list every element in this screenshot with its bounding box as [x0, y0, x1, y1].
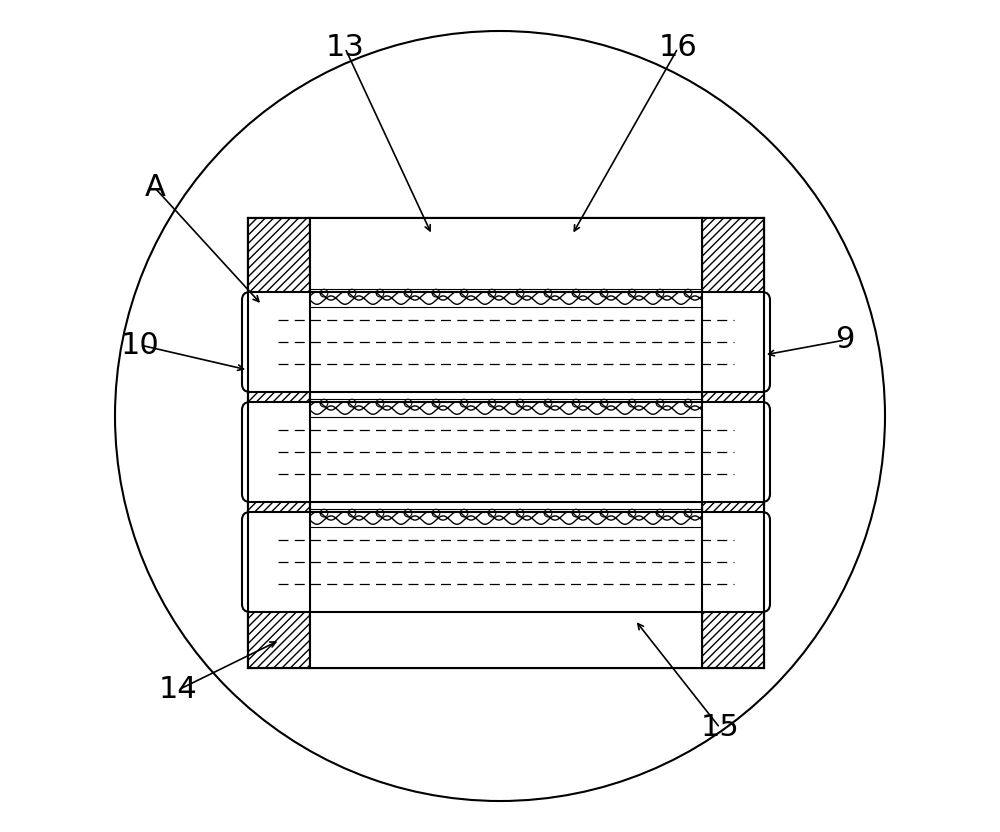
Text: 13: 13 [326, 33, 364, 62]
Text: 15: 15 [701, 714, 739, 742]
Bar [702, 218, 764, 668]
Bar [310, 218, 702, 298]
Text: 10: 10 [121, 330, 159, 359]
Bar [248, 218, 764, 668]
Bar [310, 218, 702, 668]
Bar [248, 218, 310, 668]
FancyBboxPatch shape [242, 292, 770, 392]
Bar [310, 606, 702, 668]
Text: 16: 16 [659, 33, 697, 62]
FancyBboxPatch shape [242, 402, 770, 502]
Text: 9: 9 [835, 325, 855, 354]
Text: 14: 14 [159, 676, 197, 705]
Text: A: A [145, 174, 165, 202]
Circle shape [115, 31, 885, 801]
FancyBboxPatch shape [242, 512, 770, 612]
